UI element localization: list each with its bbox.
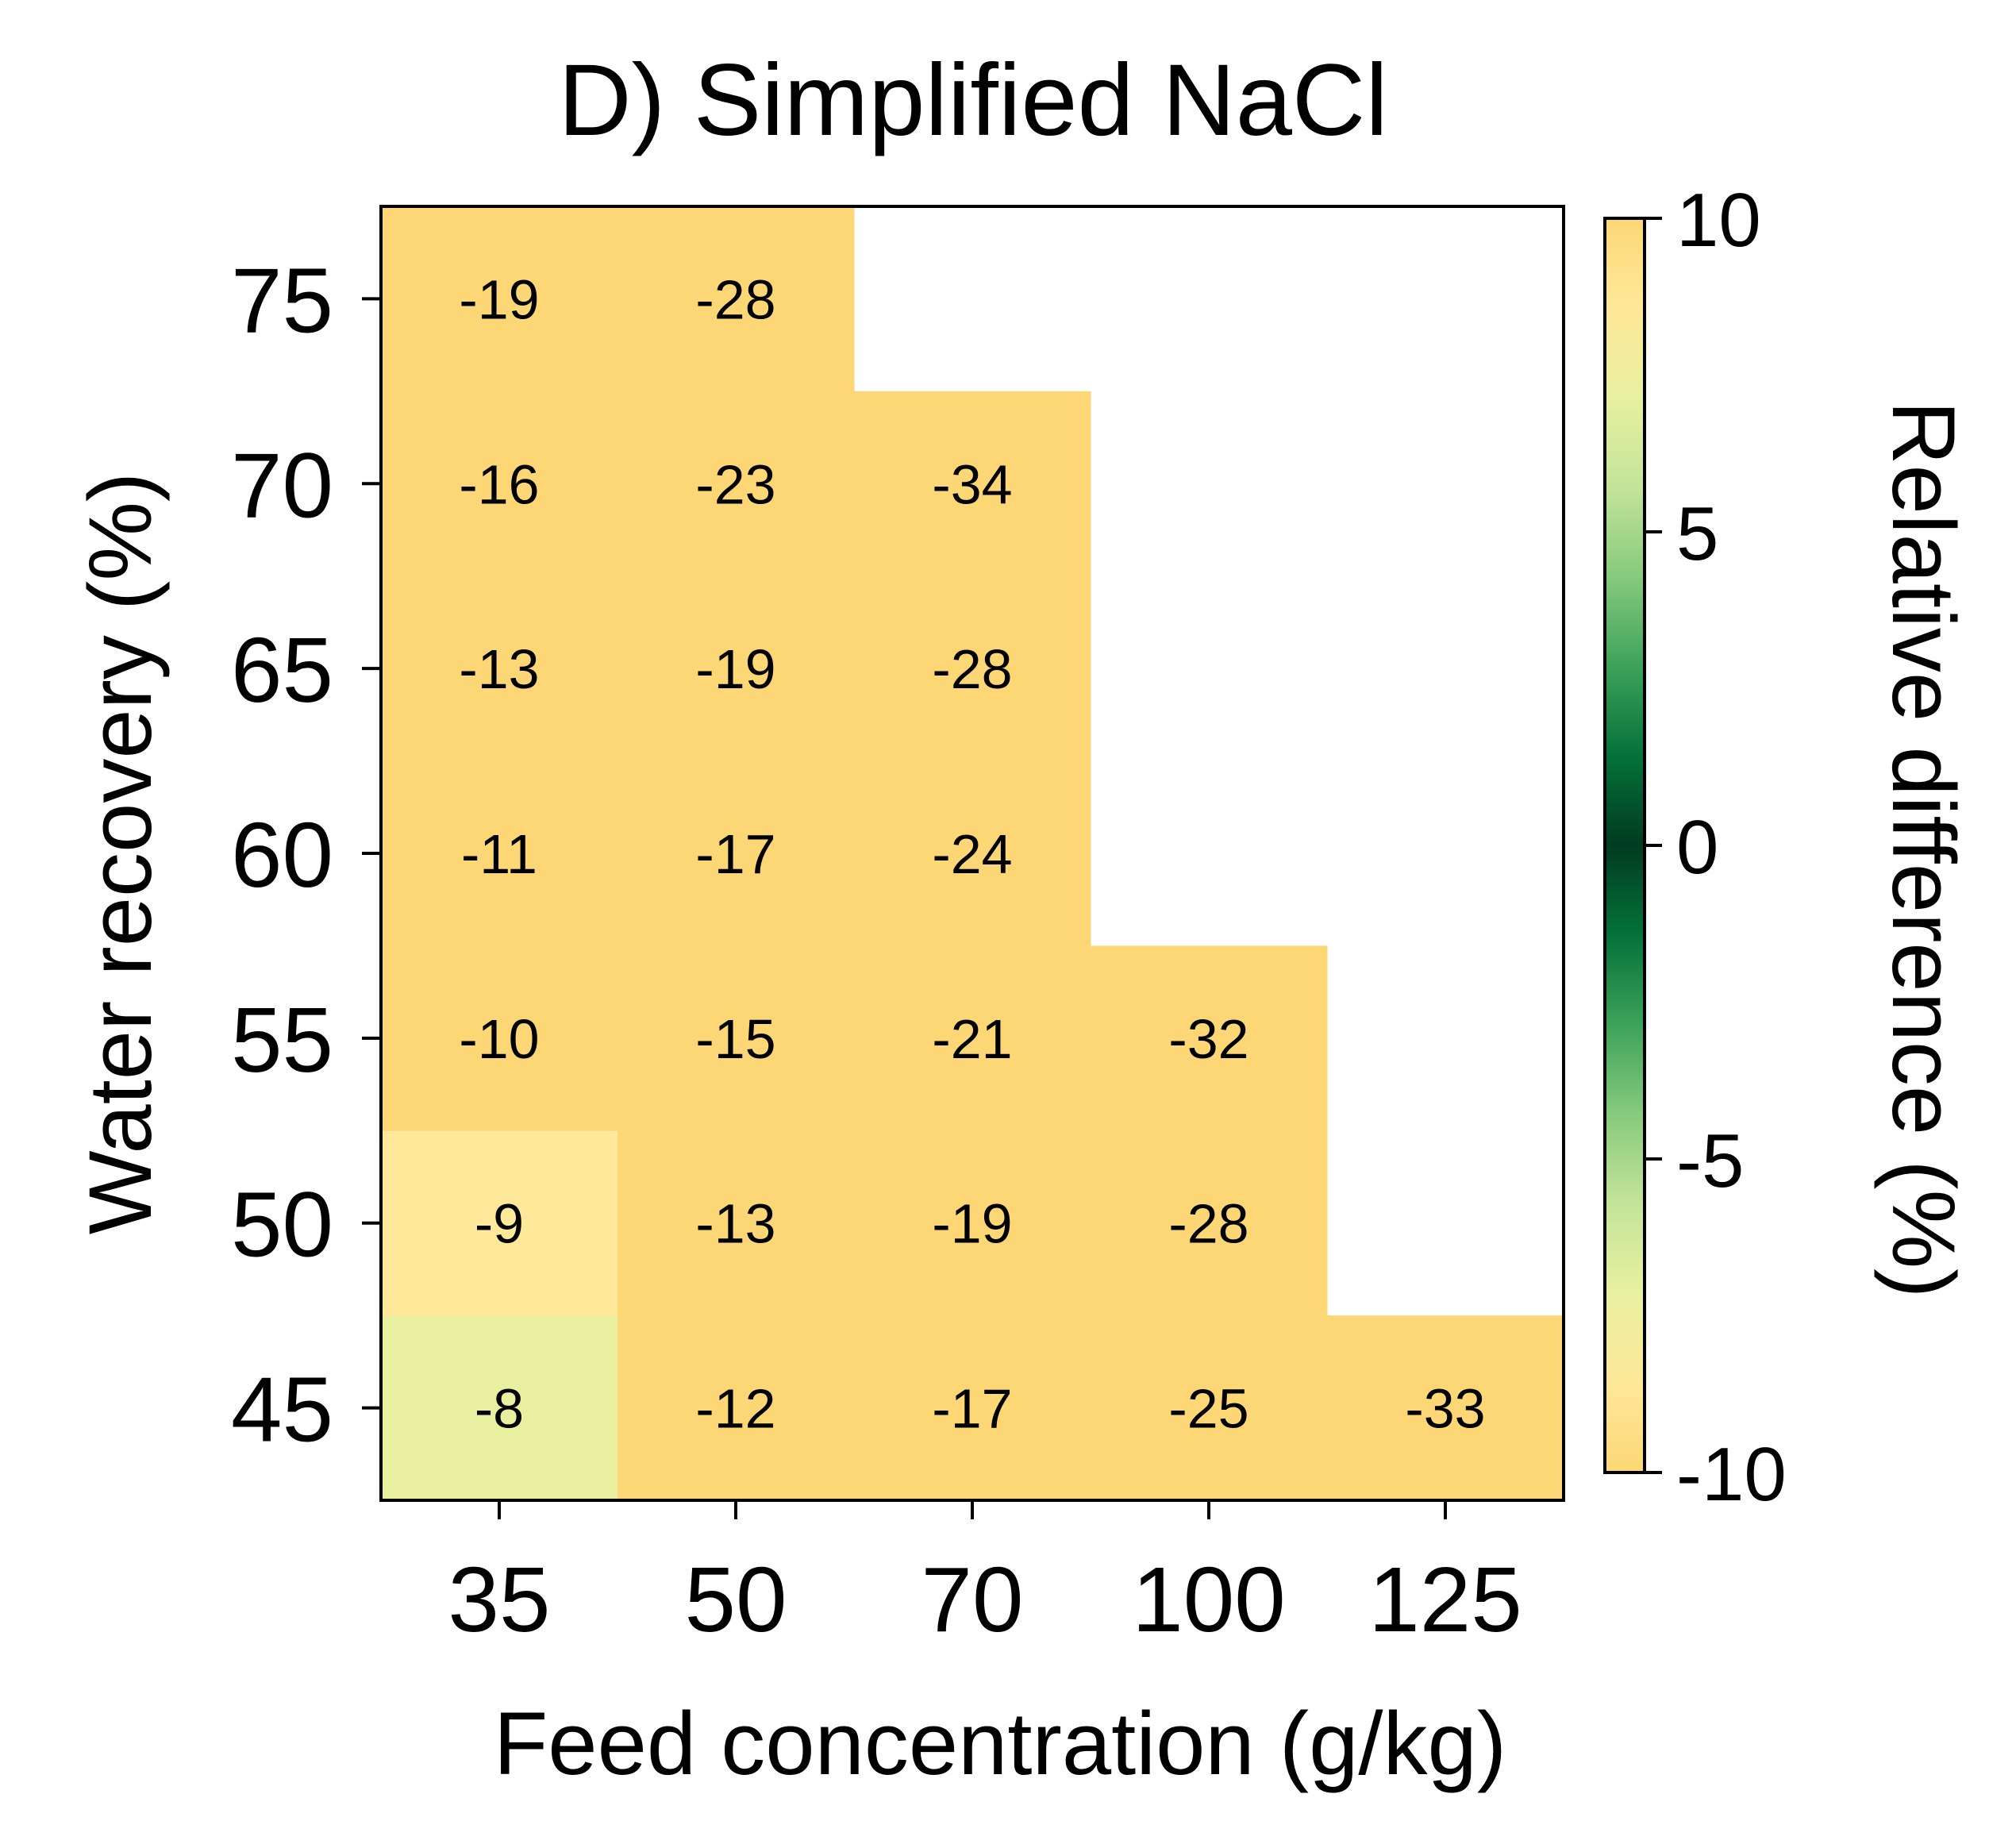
cell-value-labels: -8 -12 -17 -25 -33 -9 -13 -19 -28 -10 -15 -21 -32 -11… (459, 268, 1485, 1439)
x-axis-ticks: 35 50 70 100 125 (448, 1500, 1522, 1651)
y-tick-label: 60 (231, 803, 333, 907)
heatmap-cell (1091, 1130, 1328, 1316)
colorbar-label: Relative difference (%) (1874, 401, 1973, 1299)
x-tick-label: 70 (921, 1548, 1023, 1651)
heatmap-cell (854, 1315, 1091, 1501)
heatmap-cell (854, 576, 1091, 762)
y-axis-ticks: 45 50 55 60 65 70 75 (231, 248, 381, 1461)
heatmap-cell (1091, 1315, 1328, 1501)
cell-value-label: -15 (695, 1008, 775, 1070)
cell-value-label: -10 (459, 1008, 539, 1070)
heatmap-cell (381, 945, 618, 1131)
cell-value-label: -19 (932, 1193, 1012, 1255)
cell-value-label: -13 (459, 638, 539, 700)
heatmap-cell (617, 576, 855, 762)
cell-value-label: -34 (932, 453, 1012, 515)
x-tick-label: 50 (684, 1548, 787, 1651)
colorbar-tick-label: 10 (1676, 178, 1761, 263)
cell-value-label: -19 (695, 638, 775, 700)
colorbar-tick-label: 5 (1676, 491, 1718, 576)
cell-value-label: -13 (695, 1193, 775, 1255)
y-tick-label: 55 (231, 988, 333, 1091)
cell-value-label: -25 (1168, 1378, 1248, 1440)
cell-value-label: -23 (695, 453, 775, 515)
chart-title: D) Simplified NaCl (558, 44, 1388, 157)
colorbar-gradient (1603, 217, 1646, 1474)
cell-value-label: -28 (1168, 1193, 1248, 1255)
colorbar-tick-label: -10 (1676, 1432, 1787, 1517)
cell-value-label: -21 (932, 1008, 1012, 1070)
heatmap-cell (854, 1130, 1091, 1316)
y-tick-label: 50 (231, 1173, 333, 1276)
y-axis-label: Water recovery (%) (71, 472, 170, 1234)
colorbar: 10 5 0 -5 -10 (1603, 178, 1787, 1517)
cell-value-label: -32 (1168, 1008, 1248, 1070)
heatmap-cell (617, 760, 855, 946)
y-tick-label: 75 (231, 248, 333, 352)
cell-value-label: -28 (695, 268, 775, 330)
cell-value-label: -19 (459, 268, 539, 330)
y-tick-label: 65 (231, 618, 333, 722)
cell-value-label: -17 (695, 823, 775, 885)
cell-value-label: -8 (475, 1378, 524, 1440)
heatmap-cell (381, 1130, 618, 1316)
heatmap-cell (854, 391, 1091, 577)
cell-value-label: -17 (932, 1378, 1012, 1440)
heatmap-cell (617, 206, 855, 392)
heatmap-cell (617, 1315, 855, 1501)
heatmap-cell (381, 576, 618, 762)
heatmap-cell (381, 1315, 618, 1501)
heatmap-cell (381, 206, 618, 392)
heatmap-cells (381, 206, 1564, 1501)
heatmap-cell (1327, 1315, 1564, 1501)
cell-value-label: -11 (461, 823, 537, 885)
heatmap-cell (617, 945, 855, 1131)
x-tick-label: 35 (448, 1548, 550, 1651)
cell-value-label: -16 (459, 453, 539, 515)
cell-value-label: -33 (1405, 1378, 1485, 1440)
heatmap-cell (381, 391, 618, 577)
x-axis-label: Feed concentration (g/kg) (494, 1694, 1506, 1793)
cell-value-label: -12 (695, 1378, 775, 1440)
cell-value-label: -28 (932, 638, 1012, 700)
y-tick-label: 70 (231, 433, 333, 537)
heatmap-cell (854, 760, 1091, 946)
cell-value-label: -9 (475, 1193, 524, 1255)
heatmap-cell (381, 760, 618, 946)
heatmap-cell (854, 945, 1091, 1131)
colorbar-ticks: 10 5 0 -5 -10 (1645, 178, 1787, 1517)
x-tick-label: 100 (1132, 1548, 1286, 1651)
colorbar-tick-label: -5 (1676, 1118, 1744, 1203)
heatmap-cell (1091, 945, 1328, 1131)
cell-value-label: -24 (932, 823, 1012, 885)
y-tick-label: 45 (231, 1358, 333, 1461)
heatmap-cell (617, 391, 855, 577)
heatmap-cell (617, 1130, 855, 1316)
colorbar-tick-label: 0 (1676, 805, 1718, 890)
x-tick-label: 125 (1368, 1548, 1522, 1651)
